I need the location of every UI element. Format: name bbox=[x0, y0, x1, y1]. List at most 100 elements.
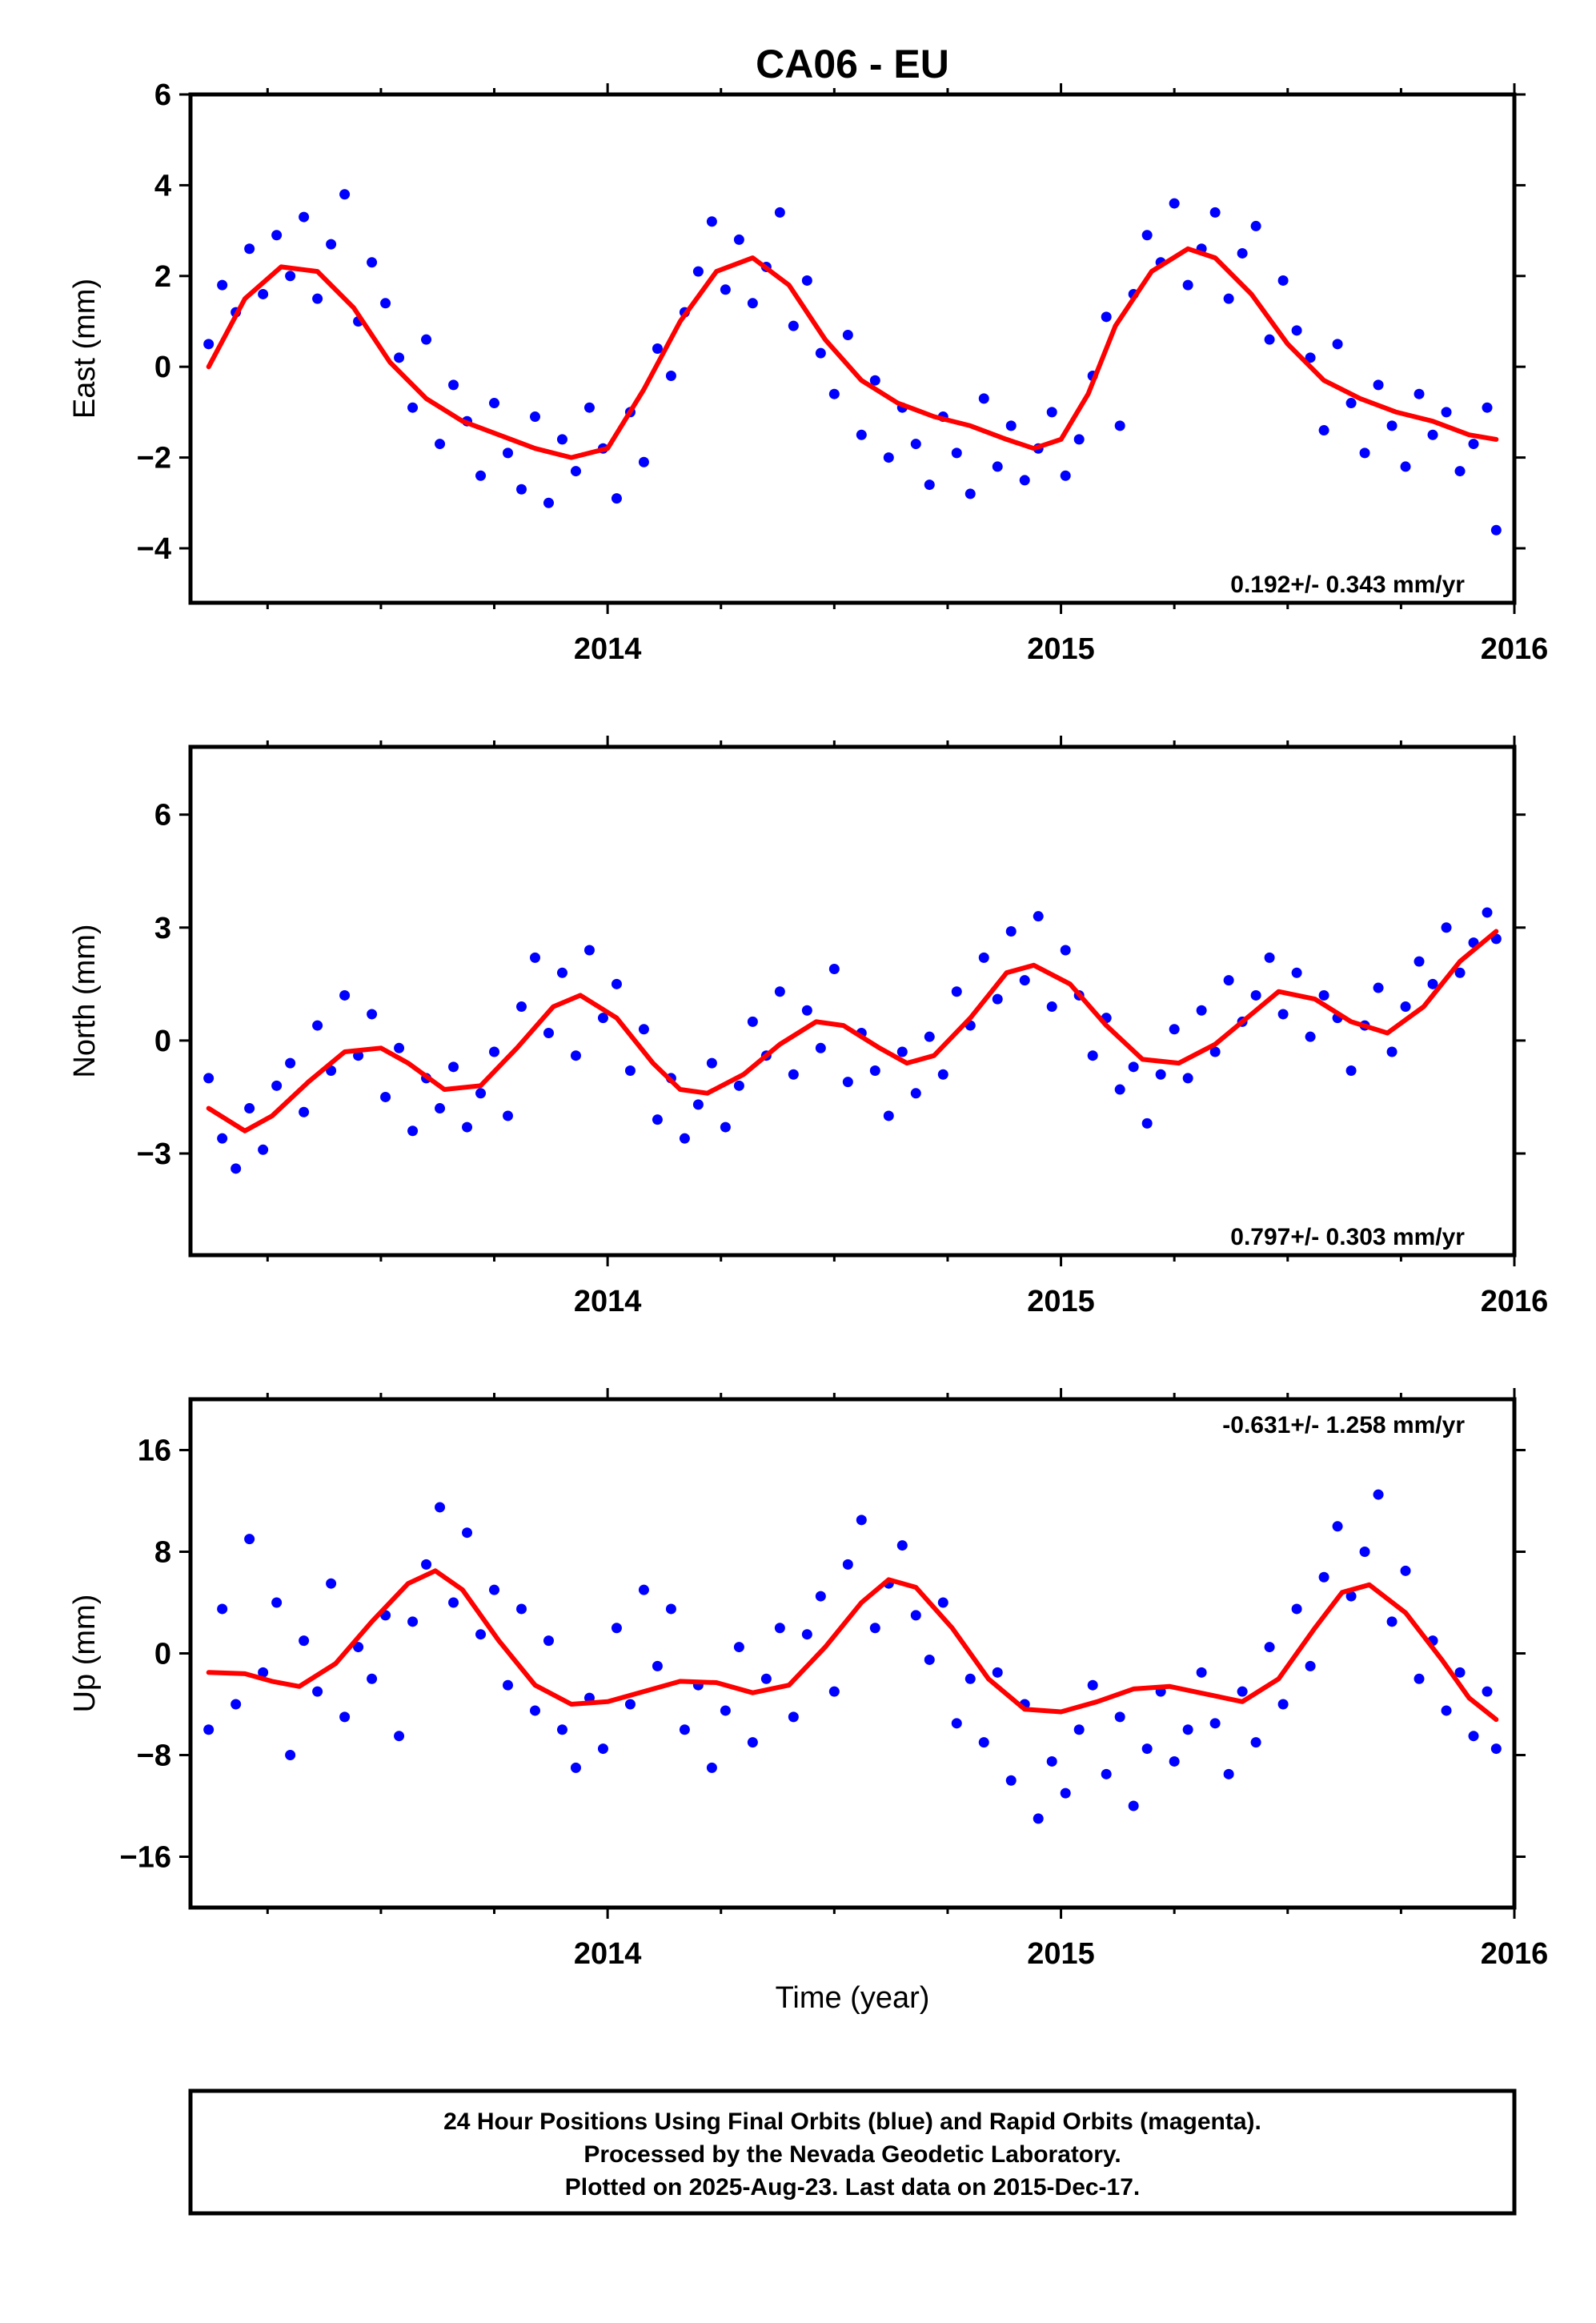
up-xtick-label: 2016 bbox=[1481, 1937, 1549, 1971]
north-data-point bbox=[828, 964, 840, 975]
north-data-point bbox=[448, 1061, 459, 1073]
up-data-point bbox=[503, 1679, 514, 1691]
east-data-point bbox=[856, 429, 867, 440]
north-data-point bbox=[1305, 1031, 1316, 1042]
up-data-point bbox=[951, 1718, 962, 1729]
up-data-point bbox=[1141, 1743, 1153, 1755]
east-data-point bbox=[1223, 293, 1234, 304]
up-data-point bbox=[1005, 1775, 1017, 1786]
footer-line-3: Plotted on 2025-Aug-23. Last data on 201… bbox=[565, 2174, 1141, 2201]
up-data-point bbox=[570, 1762, 581, 1773]
east-data-point bbox=[1291, 325, 1302, 336]
north-data-point bbox=[638, 1024, 649, 1035]
x-axis-label: Time (year) bbox=[776, 1981, 930, 2015]
east-data-point bbox=[1277, 275, 1289, 286]
north-ytick-label: 6 bbox=[154, 799, 171, 833]
north-data-point bbox=[1155, 1069, 1166, 1080]
north-data-point bbox=[462, 1121, 473, 1133]
east-data-point bbox=[1046, 407, 1057, 418]
up-data-point bbox=[1359, 1547, 1370, 1557]
north-data-point bbox=[1482, 907, 1493, 918]
east-y-axis-label: East (mm) bbox=[68, 279, 102, 419]
up-data-point bbox=[896, 1540, 908, 1551]
east-data-point bbox=[258, 288, 269, 299]
north-data-point bbox=[299, 1106, 310, 1117]
up-ytick-label: 0 bbox=[154, 1638, 171, 1671]
north-data-point bbox=[258, 1144, 269, 1155]
up-data-point bbox=[258, 1667, 269, 1678]
up-data-point bbox=[203, 1724, 215, 1735]
east-data-point bbox=[1332, 339, 1343, 350]
up-ytick-label: −16 bbox=[120, 1841, 171, 1875]
north-ytick-label: 0 bbox=[154, 1025, 171, 1058]
east-data-point bbox=[706, 216, 717, 227]
up-data-point bbox=[1345, 1591, 1357, 1602]
figure-title: CA06 - EU bbox=[756, 42, 949, 86]
up-data-point bbox=[543, 1635, 554, 1647]
up-data-point bbox=[217, 1603, 228, 1615]
east-data-point bbox=[1490, 524, 1502, 536]
north-data-point bbox=[1169, 1024, 1180, 1035]
north-data-point bbox=[801, 1005, 812, 1016]
east-data-point bbox=[951, 447, 962, 459]
east-data-point bbox=[692, 266, 704, 277]
north-data-point bbox=[556, 967, 567, 978]
north-data-point bbox=[516, 1001, 527, 1013]
north-data-point bbox=[869, 1065, 880, 1077]
up-data-point bbox=[1305, 1660, 1316, 1671]
up-data-point bbox=[435, 1502, 446, 1513]
north-data-point bbox=[1209, 1046, 1221, 1057]
up-data-point bbox=[652, 1660, 663, 1671]
up-data-point bbox=[611, 1623, 622, 1634]
up-data-point bbox=[339, 1711, 351, 1723]
east-data-point bbox=[747, 298, 758, 309]
east-fit-line bbox=[206, 246, 1499, 460]
north-data-point bbox=[679, 1133, 690, 1144]
up-data-point bbox=[1400, 1565, 1411, 1576]
up-data-point bbox=[1250, 1737, 1261, 1748]
east-data-point bbox=[1073, 434, 1085, 445]
up-data-point bbox=[1441, 1705, 1452, 1716]
north-data-point bbox=[1005, 925, 1017, 937]
up-data-point bbox=[1046, 1755, 1057, 1767]
east-data-point bbox=[1318, 425, 1329, 436]
north-data-point bbox=[951, 986, 962, 997]
up-data-point bbox=[1490, 1743, 1502, 1755]
up-data-point bbox=[1033, 1813, 1044, 1824]
up-data-point bbox=[1482, 1686, 1493, 1697]
east-data-point bbox=[1400, 461, 1411, 472]
east-data-point bbox=[339, 189, 351, 200]
up-data-point bbox=[556, 1724, 567, 1735]
footer-line-2: Processed by the Nevada Geodetic Laborat… bbox=[583, 2141, 1121, 2168]
east-data-point bbox=[665, 371, 676, 382]
up-data-point bbox=[353, 1642, 364, 1653]
up-data-point bbox=[638, 1584, 649, 1595]
east-data-point bbox=[801, 275, 812, 286]
east-xtick-label: 2016 bbox=[1481, 632, 1549, 666]
north-data-point bbox=[733, 1080, 744, 1091]
up-ytick-label: −8 bbox=[137, 1739, 171, 1773]
north-ytick-label: 3 bbox=[154, 912, 171, 945]
up-data-point bbox=[1414, 1673, 1425, 1684]
east-data-point bbox=[992, 461, 1003, 472]
up-data-point bbox=[516, 1603, 527, 1615]
north-data-point bbox=[231, 1163, 242, 1174]
north-data-point bbox=[312, 1020, 323, 1031]
north-data-point bbox=[597, 1013, 608, 1024]
east-xtick-label: 2015 bbox=[1027, 632, 1095, 666]
east-ytick-label: −4 bbox=[137, 532, 171, 566]
north-data-point bbox=[1345, 1065, 1357, 1077]
east-data-point bbox=[516, 483, 527, 495]
north-data-point bbox=[924, 1031, 935, 1042]
east-ytick-label: 2 bbox=[154, 260, 171, 294]
up-data-point bbox=[1182, 1724, 1193, 1735]
up-data-point bbox=[665, 1603, 676, 1615]
east-ytick-label: 4 bbox=[154, 169, 171, 203]
north-ytick-label: −3 bbox=[137, 1137, 171, 1171]
north-data-point bbox=[271, 1080, 283, 1091]
north-y-axis-label: North (mm) bbox=[68, 924, 102, 1077]
east-data-point bbox=[570, 466, 581, 477]
north-data-point bbox=[380, 1091, 391, 1102]
north-data-point bbox=[1019, 975, 1030, 986]
north-data-point bbox=[435, 1103, 446, 1114]
